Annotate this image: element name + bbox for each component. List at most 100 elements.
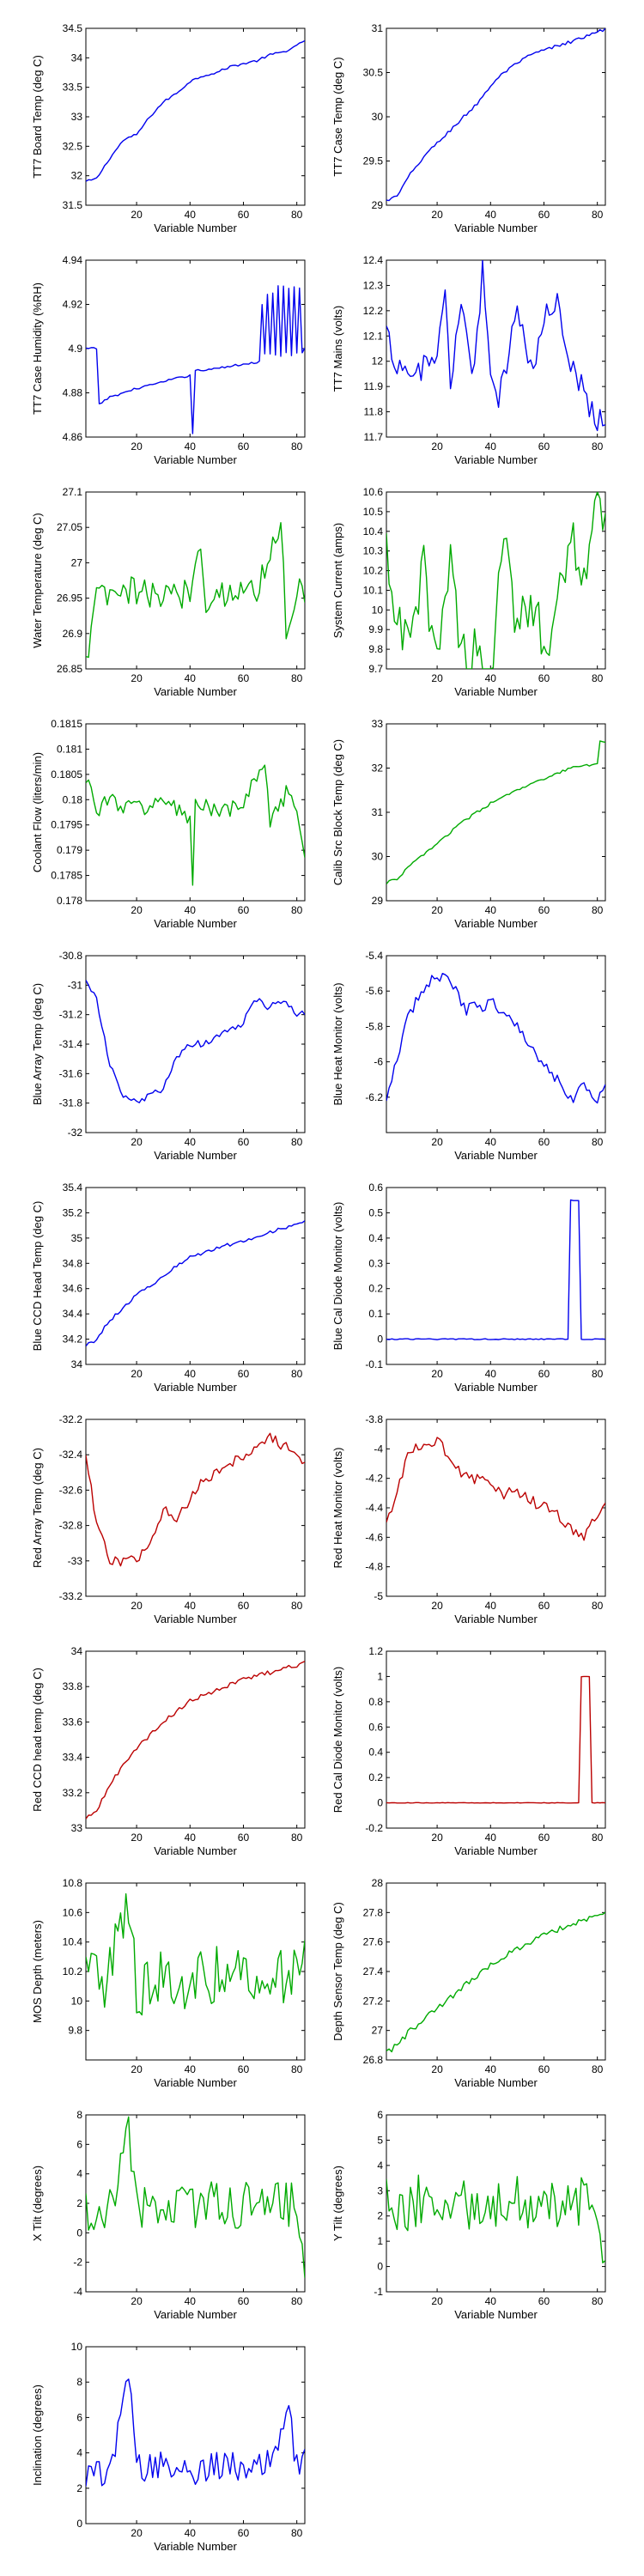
y-tick-label: 4.9 bbox=[68, 343, 82, 355]
y-tick-label: 0.3 bbox=[368, 1257, 383, 1269]
x-tick-label: 60 bbox=[538, 1832, 550, 1844]
y-axis-label: Blue Cal Diode Monitor (volts) bbox=[331, 1202, 344, 1351]
y-tick-label: 34.4 bbox=[63, 1308, 83, 1320]
x-tick-label: 80 bbox=[592, 672, 604, 684]
y-tick-label: 0.1795 bbox=[51, 819, 82, 831]
y-tick-label: 32 bbox=[372, 762, 384, 775]
chart-panel-17: 9.8 10 10.2 10.4 10.6 10.8 20 40 60 80 Variable Nu… bbox=[31, 1877, 306, 2089]
y-axis-label: TT7 Mains (volts) bbox=[331, 306, 344, 392]
x-tick-label: 40 bbox=[185, 1136, 197, 1148]
x-tick-label: 80 bbox=[291, 440, 303, 453]
y-tick-label: -32.2 bbox=[59, 1413, 83, 1425]
x-tick-label: 20 bbox=[431, 672, 443, 684]
y-tick-label: 34.2 bbox=[63, 1334, 83, 1346]
x-tick-label: 80 bbox=[592, 209, 604, 221]
y-axis-label: TT7 Case Humidity (%RH) bbox=[31, 283, 44, 415]
y-tick-label: 27 bbox=[71, 556, 83, 568]
y-tick-label: 0.2 bbox=[368, 1771, 383, 1783]
y-tick-label: 0 bbox=[377, 1334, 383, 1346]
y-axis-label: Blue CCD Head Temp (deg C) bbox=[31, 1201, 44, 1352]
plot-frame bbox=[386, 1187, 606, 1365]
data-series-line bbox=[86, 1661, 305, 1820]
y-tick-label: 10.4 bbox=[63, 1936, 83, 1948]
chart-panel-10: -6.2 -6 -5.8 -5.6 -5.4 20 40 60 80 Variable Numbe… bbox=[331, 950, 606, 1162]
y-tick-label: 0.6 bbox=[368, 1721, 383, 1733]
x-tick-label: 60 bbox=[538, 2063, 550, 2075]
y-tick-label: 10 bbox=[372, 604, 384, 616]
chart-panel-20: -1 0 1 2 3 4 5 6 20 40 60 80 Variable Number Y Tilt (… bbox=[331, 2109, 606, 2321]
x-tick-label: 60 bbox=[538, 209, 550, 221]
x-tick-label: 20 bbox=[131, 1832, 143, 1844]
y-tick-label: 10.6 bbox=[363, 486, 384, 498]
x-axis-label: Variable Number bbox=[154, 222, 237, 234]
y-tick-label: -6 bbox=[374, 1056, 383, 1068]
y-tick-label: -5.8 bbox=[365, 1020, 383, 1032]
y-tick-label: 1 bbox=[377, 1670, 383, 1682]
y-tick-label: 9.9 bbox=[368, 623, 383, 635]
y-tick-label: 34.5 bbox=[63, 22, 83, 34]
x-tick-label: 80 bbox=[592, 1600, 604, 1612]
data-series-line bbox=[386, 2174, 605, 2263]
y-tick-label: 0.178 bbox=[57, 895, 82, 907]
data-series-line bbox=[86, 522, 305, 659]
plot-frame bbox=[386, 1882, 606, 2061]
x-tick-label: 80 bbox=[592, 2063, 604, 2075]
y-tick-label: 32.5 bbox=[63, 140, 83, 152]
y-tick-label: -4 bbox=[374, 1443, 383, 1455]
x-axis-label: Variable Number bbox=[154, 2540, 237, 2553]
y-tick-label: 0.181 bbox=[57, 743, 82, 755]
y-tick-label: 34.6 bbox=[63, 1283, 83, 1295]
chart-panel-9: -32 -31.8 -31.6 -31.4 -31.2 -31 -30.8 20 40 60 80 V… bbox=[31, 950, 306, 1162]
data-series-line bbox=[386, 972, 605, 1104]
y-tick-label: 12 bbox=[372, 355, 384, 368]
y-tick-label: -30.8 bbox=[59, 950, 83, 962]
y-tick-label: 8 bbox=[76, 2109, 82, 2121]
x-axis-label: Variable Number bbox=[454, 1381, 538, 1394]
y-tick-label: 35 bbox=[71, 1232, 83, 1244]
y-axis-label: Water Temperature (deg C) bbox=[31, 513, 44, 648]
x-tick-label: 40 bbox=[185, 904, 197, 916]
x-tick-label: 20 bbox=[431, 2295, 443, 2307]
plot-frame bbox=[85, 491, 306, 670]
y-tick-label: 33.6 bbox=[63, 1716, 83, 1728]
x-tick-label: 40 bbox=[185, 672, 197, 684]
chart-panel-11: 34 34.2 34.4 34.6 34.8 35 35.2 35.4 20 40 60 80 Vari… bbox=[31, 1182, 306, 1394]
y-tick-label: 10.2 bbox=[63, 1965, 83, 1978]
y-tick-label: 2 bbox=[76, 2482, 82, 2494]
x-tick-label: 20 bbox=[131, 1368, 143, 1380]
y-tick-label: 0.1 bbox=[368, 1308, 383, 1320]
x-axis-label: Variable Number bbox=[154, 685, 237, 698]
data-series-line bbox=[86, 1893, 305, 2016]
y-axis-label: TT7 Case Temp (deg C) bbox=[331, 57, 344, 176]
y-tick-label: 4.88 bbox=[63, 387, 83, 399]
x-tick-label: 20 bbox=[431, 440, 443, 453]
y-tick-label: 30 bbox=[372, 111, 384, 123]
x-tick-label: 20 bbox=[131, 2295, 143, 2307]
y-tick-label: 4 bbox=[76, 2447, 82, 2459]
x-axis-label: Variable Number bbox=[154, 1613, 237, 1625]
y-tick-label: 0.179 bbox=[57, 844, 82, 856]
x-tick-label: 20 bbox=[431, 1600, 443, 1612]
x-tick-label: 40 bbox=[185, 2295, 197, 2307]
x-tick-label: 60 bbox=[238, 904, 250, 916]
plot-frame bbox=[85, 1882, 306, 2061]
x-tick-label: 80 bbox=[592, 440, 604, 453]
y-tick-label: 34 bbox=[71, 1358, 83, 1370]
x-tick-label: 20 bbox=[431, 209, 443, 221]
x-tick-label: 80 bbox=[592, 2295, 604, 2307]
x-tick-label: 60 bbox=[238, 1368, 250, 1380]
x-axis-label: Variable Number bbox=[154, 2076, 237, 2089]
data-series-line bbox=[86, 764, 305, 886]
plot-frame bbox=[85, 2114, 306, 2293]
chart-panel-15: 33 33.2 33.4 33.6 33.8 34 20 40 60 80 Variable Num… bbox=[31, 1645, 306, 1857]
chart-panel-7: 0.178 0.1785 0.179 0.1795 0.18 0.1805 0.181 0.1… bbox=[31, 718, 306, 930]
y-tick-label: 10 bbox=[71, 1995, 83, 2007]
plot-frame bbox=[386, 955, 606, 1133]
x-axis-label: Variable Number bbox=[154, 1149, 237, 1162]
y-axis-label: Red Array Temp (deg C) bbox=[31, 1448, 44, 1568]
x-tick-label: 60 bbox=[238, 2527, 250, 2539]
y-tick-label: 0.1805 bbox=[51, 769, 82, 781]
x-axis-label: Variable Number bbox=[454, 1844, 538, 1857]
y-tick-label: 26.85 bbox=[57, 663, 82, 675]
y-tick-label: 8 bbox=[76, 2376, 82, 2388]
